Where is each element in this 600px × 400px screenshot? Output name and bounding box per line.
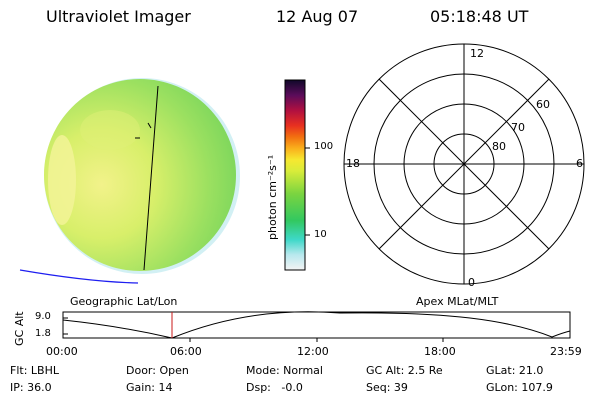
apex-caption: Apex MLat/MLT bbox=[416, 295, 499, 308]
mlt-label-0: 0 bbox=[468, 276, 475, 289]
mlat-label-70: 70 bbox=[511, 121, 525, 134]
geographic-caption: Geographic Lat/Lon bbox=[70, 295, 178, 308]
filter-info: Flt: LBHL bbox=[10, 364, 59, 377]
colorbar-unit-label: photon cm⁻²s⁻¹ bbox=[266, 154, 279, 240]
time-label: 05:18:48 UT bbox=[430, 7, 529, 26]
time-tick-0600: 06:00 bbox=[170, 345, 202, 358]
glon-info: GLon: 107.9 bbox=[486, 381, 553, 394]
color-scale-bar bbox=[284, 79, 310, 271]
seq-info: Seq: 39 bbox=[366, 381, 408, 394]
glat-info: GLat: 21.0 bbox=[486, 364, 544, 377]
door-info: Door: Open bbox=[126, 364, 189, 377]
gain-info: Gain: 14 bbox=[126, 381, 173, 394]
colorbar-tick-100: 100 bbox=[314, 141, 334, 152]
ip-info: IP: 36.0 bbox=[10, 381, 52, 394]
alt-tick-1.8: 1.8 bbox=[35, 328, 51, 339]
uv-image-disk bbox=[19, 78, 240, 284]
time-tick-1200: 12:00 bbox=[297, 345, 329, 358]
mode-info: Mode: Normal bbox=[246, 364, 323, 377]
colorbar-tick-10: 10 bbox=[314, 229, 327, 240]
time-tick-1800: 18:00 bbox=[424, 345, 456, 358]
mlt-label-12: 12 bbox=[470, 47, 484, 60]
mlt-label-18: 18 bbox=[346, 157, 360, 170]
polar-grid bbox=[343, 43, 585, 285]
mlt-label-6: 6 bbox=[576, 157, 583, 170]
mlat-label-60: 60 bbox=[536, 98, 550, 111]
altitude-axis-label: GC Alt bbox=[13, 311, 26, 346]
alt-tick-9: 9.0 bbox=[35, 311, 51, 322]
altitude-plot bbox=[62, 311, 571, 342]
mlat-label-80: 80 bbox=[492, 140, 506, 153]
dsp-info: Dsp: -0.0 bbox=[246, 381, 303, 394]
time-tick-0000: 00:00 bbox=[46, 345, 78, 358]
gc-alt-info: GC Alt: 2.5 Re bbox=[366, 364, 443, 377]
date-label: 12 Aug 07 bbox=[276, 7, 359, 26]
instrument-title: Ultraviolet Imager bbox=[46, 7, 191, 26]
time-tick-2359: 23:59 bbox=[550, 345, 582, 358]
